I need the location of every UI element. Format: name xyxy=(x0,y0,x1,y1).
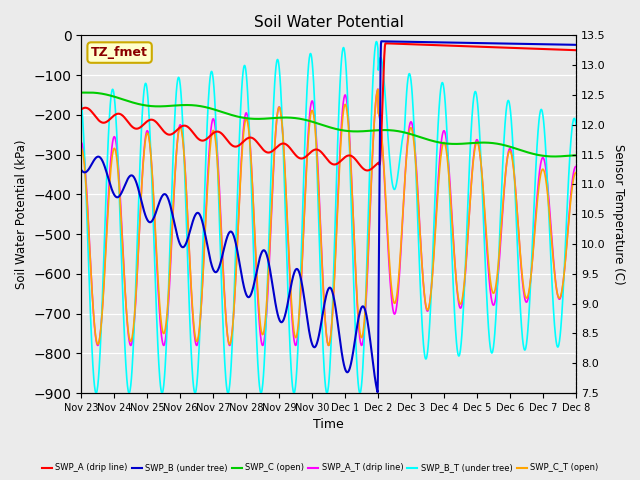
Y-axis label: Sensor Temperature (C): Sensor Temperature (C) xyxy=(612,144,625,285)
Legend: SWP_A (drip line), SWP_B (under tree), SWP_C (open), SWP_A_T (drip line), SWP_B_: SWP_A (drip line), SWP_B (under tree), S… xyxy=(38,460,602,476)
Title: Soil Water Potential: Soil Water Potential xyxy=(253,15,404,30)
Text: TZ_fmet: TZ_fmet xyxy=(91,46,148,59)
X-axis label: Time: Time xyxy=(313,419,344,432)
Y-axis label: Soil Water Potential (kPa): Soil Water Potential (kPa) xyxy=(15,140,28,289)
